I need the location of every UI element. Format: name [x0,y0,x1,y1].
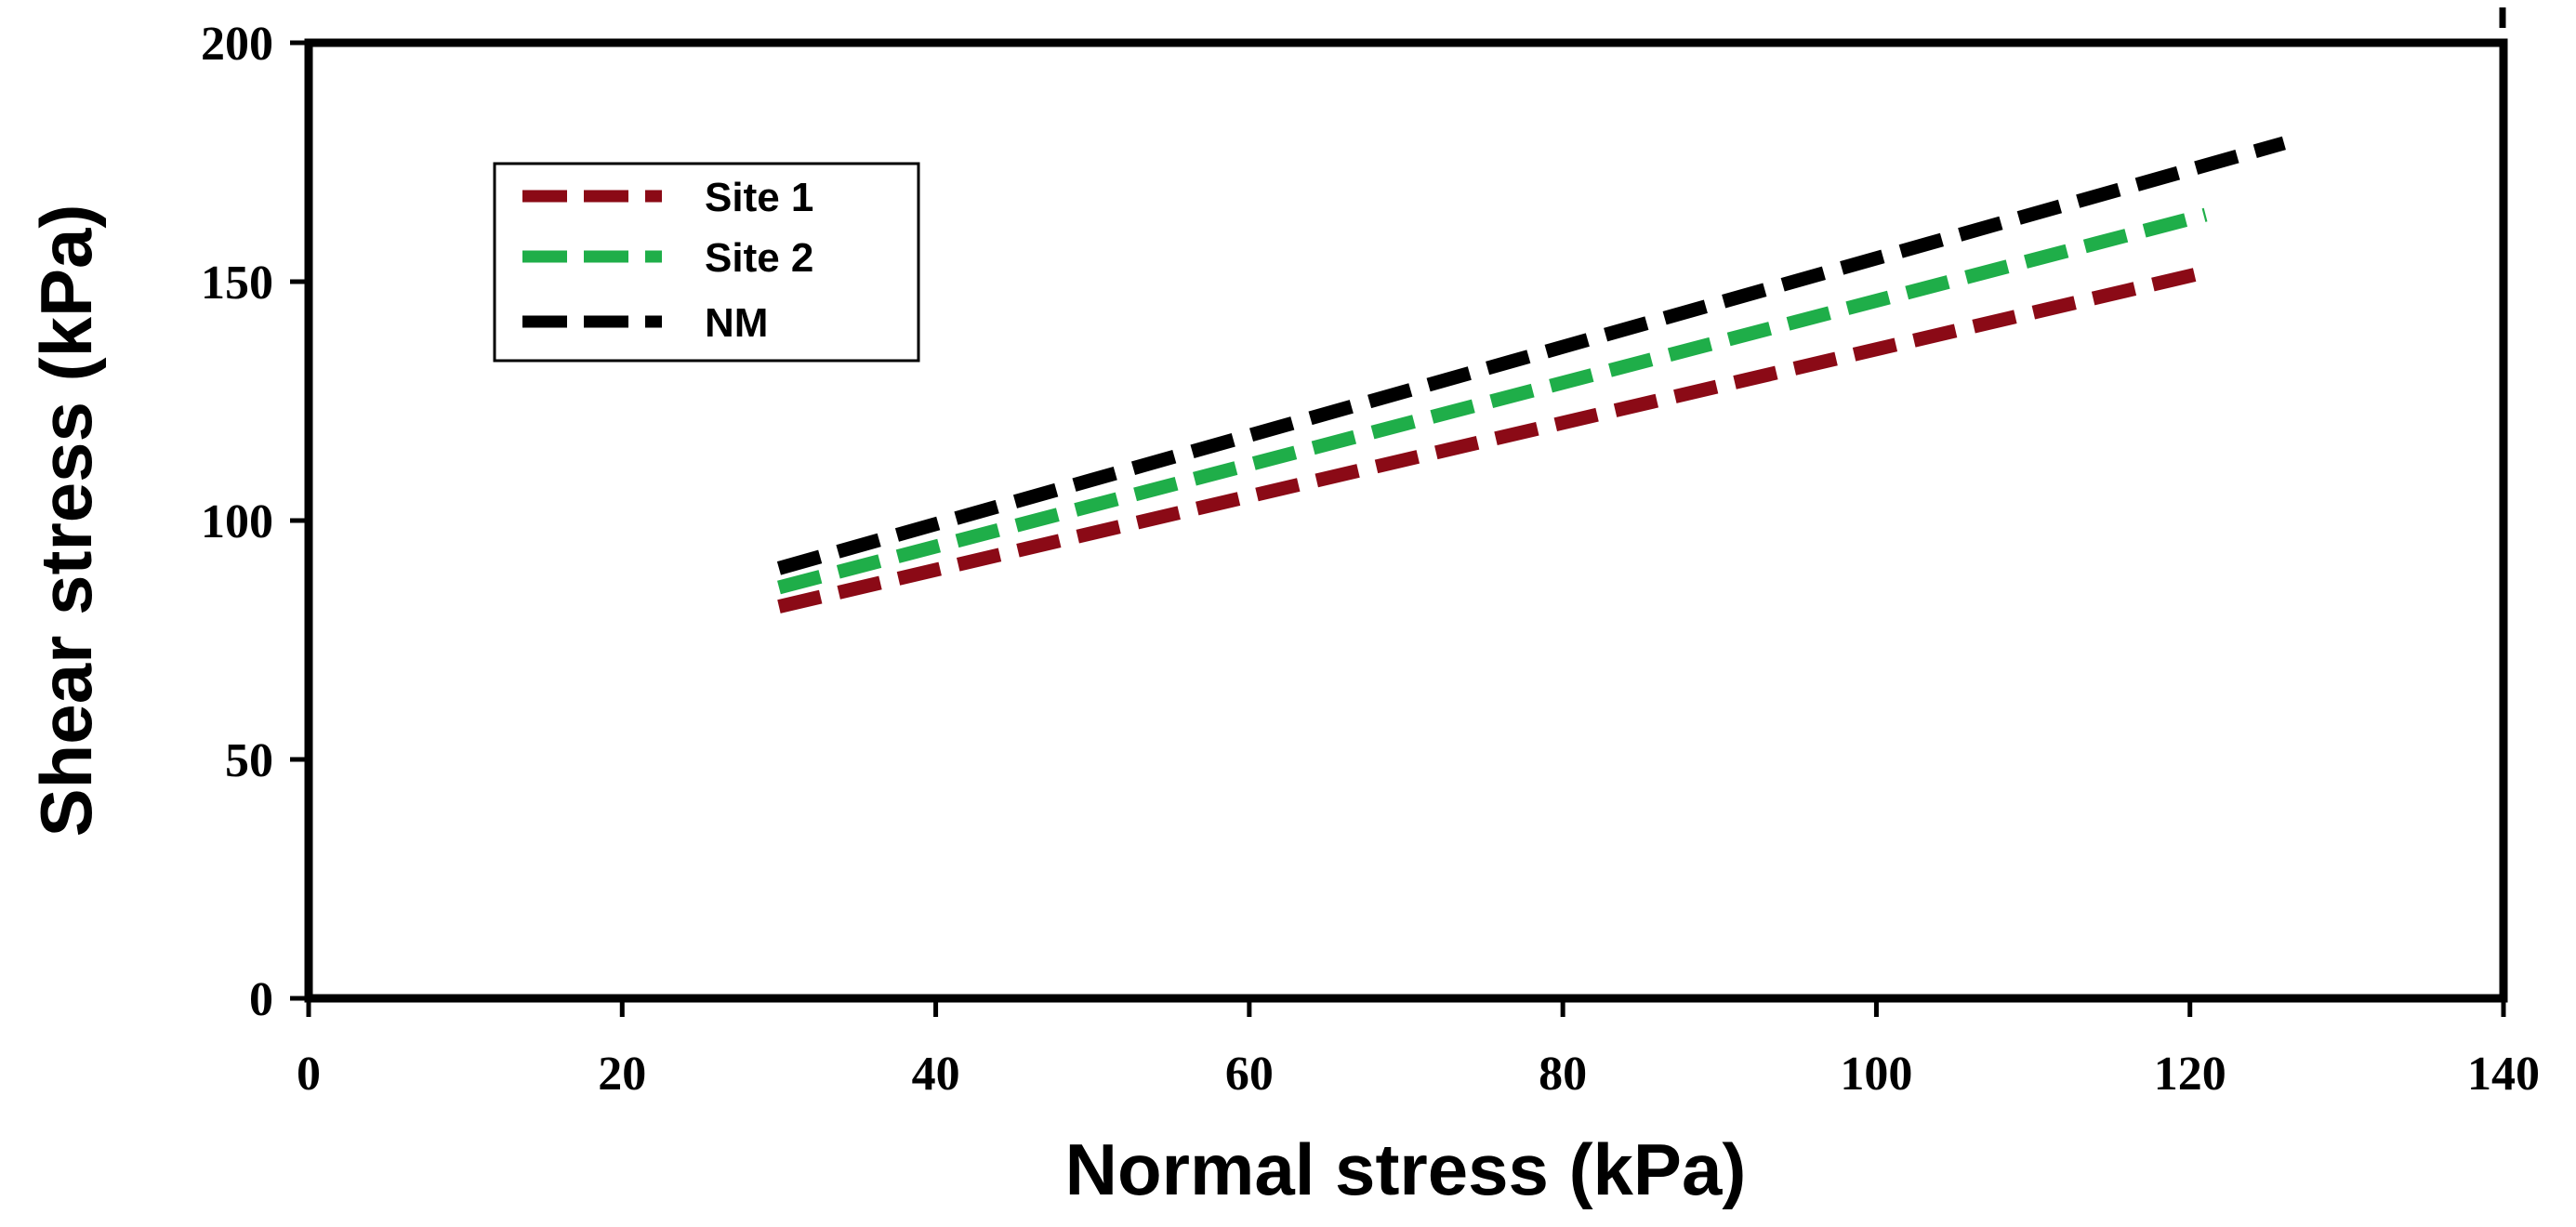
y-tick-label: 50 [225,734,273,787]
x-tick-label: 60 [1225,1048,1274,1101]
x-axis-ticks: 0 20 40 60 80 100 120 140 [297,998,2540,1101]
series-line-site-1 [777,265,2208,614]
series-lines [776,136,2286,614]
x-tick-label: 120 [2154,1048,2226,1101]
series-line-site-2 [777,207,2208,595]
legend-label-site-2: Site 2 [705,235,813,281]
legend-label-nm: NM [705,300,768,346]
series-line-nm [776,136,2286,575]
y-tick-label: 0 [249,973,273,1026]
x-tick-label: 140 [2467,1048,2540,1101]
x-tick-label: 20 [598,1048,646,1101]
x-tick-label: 80 [1539,1048,1587,1101]
x-tick-label: 0 [297,1048,321,1101]
x-tick-label: 100 [1840,1048,1912,1101]
x-tick-label: 40 [912,1048,960,1101]
y-axis-ticks: 0 50 100 150 200 [201,18,309,1026]
y-tick-label: 200 [201,18,273,71]
y-axis-title: Shear stress (kPa) [25,204,107,838]
x-axis-title: Normal stress (kPa) [1065,1128,1747,1210]
legend-label-site-1: Site 1 [705,175,813,220]
y-tick-label: 150 [201,257,273,310]
legend: Site 1 Site 2 NM [493,162,920,363]
y-tick-label: 100 [201,495,273,548]
